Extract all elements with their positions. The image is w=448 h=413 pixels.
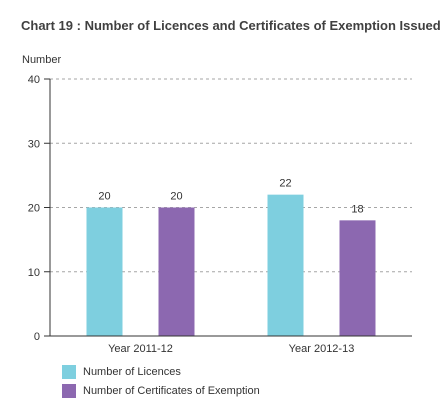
y-tick-label: 10 xyxy=(28,267,40,279)
bar-value-label: 20 xyxy=(98,191,110,203)
bar-chart: Number 0 10 20 30 40 20 20 Year 2011-12 22 18 Year… xyxy=(22,54,412,355)
bar-value-label: 18 xyxy=(351,203,363,215)
y-tick-label: 40 xyxy=(28,74,40,86)
legend-swatch xyxy=(62,384,76,398)
y-tick-label: 20 xyxy=(28,203,40,215)
bar xyxy=(339,220,376,336)
x-category-label: Year 2012-13 xyxy=(289,343,355,355)
bar xyxy=(158,207,195,336)
legend-swatch xyxy=(62,365,76,379)
legend-label: Number of Certificates of Exemption xyxy=(83,385,260,397)
legend-item: Number of Licences xyxy=(62,365,260,379)
legend-item: Number of Certificates of Exemption xyxy=(62,384,260,398)
y-axis-label: Number xyxy=(22,54,61,66)
legend: Number of Licences Number of Certificates… xyxy=(62,365,260,403)
bar xyxy=(267,194,304,336)
bar-value-label: 20 xyxy=(170,191,182,203)
legend-label: Number of Licences xyxy=(83,366,181,378)
x-category-label: Year 2011-12 xyxy=(108,343,173,355)
chart-title: Chart 19 : Number of Licences and Certif… xyxy=(21,18,441,33)
bar-value-label: 22 xyxy=(279,178,291,190)
bar xyxy=(86,207,123,336)
y-tick-label: 0 xyxy=(34,331,40,343)
y-tick-label: 30 xyxy=(28,138,40,150)
